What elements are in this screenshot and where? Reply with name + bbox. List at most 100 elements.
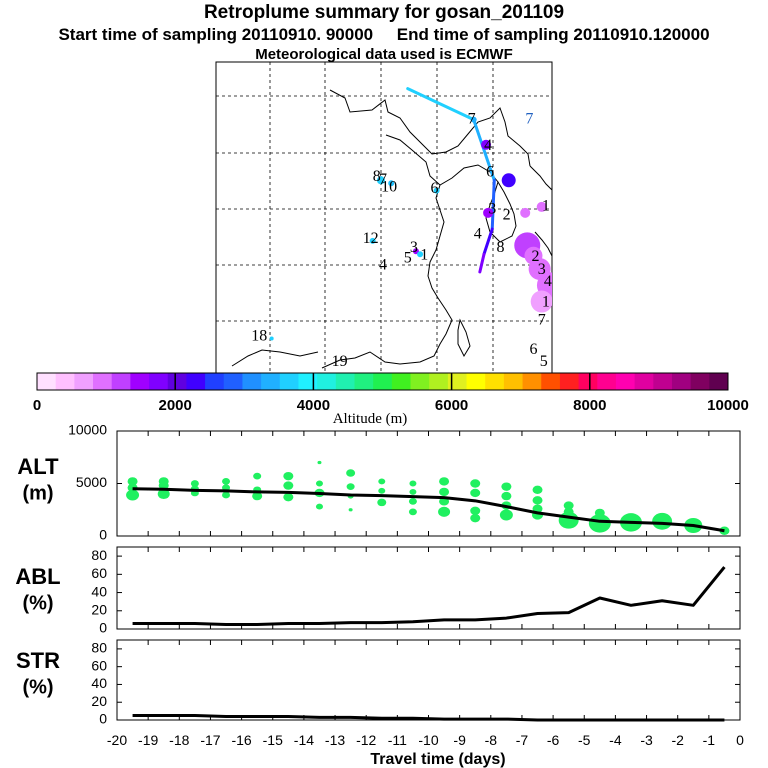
coastline-japan-kyushu bbox=[534, 231, 552, 257]
map-day-label: 2 bbox=[532, 248, 540, 265]
colorbar-swatch bbox=[55, 373, 75, 390]
alt-scatter-point bbox=[157, 488, 170, 500]
colorbar-tick-label: 6000 bbox=[435, 397, 468, 414]
map-frame bbox=[215, 61, 553, 375]
colorbar-swatch bbox=[111, 373, 131, 390]
alt-scatter-point bbox=[532, 504, 543, 513]
trajectory-segment bbox=[478, 252, 486, 274]
trajectory-segment bbox=[482, 227, 494, 256]
map-day-label: 7 bbox=[379, 171, 387, 188]
x-tick-label: 0 bbox=[736, 732, 744, 748]
x-tick-label: -14 bbox=[294, 732, 314, 748]
x-tick-label: -1 bbox=[703, 732, 716, 748]
map-day-label: 19 bbox=[332, 353, 348, 370]
abl-ylabel: ABL bbox=[15, 564, 60, 589]
alt-scatter-point bbox=[499, 509, 513, 521]
residence-bubble bbox=[269, 336, 274, 341]
x-tick-label: -2 bbox=[671, 732, 684, 748]
map-day-label: 8 bbox=[373, 168, 381, 185]
alt-scatter-point bbox=[315, 503, 323, 510]
x-tick-label: -5 bbox=[578, 732, 591, 748]
map-day-label: 6 bbox=[529, 341, 537, 358]
str-ylabel: STR bbox=[16, 648, 60, 673]
colorbar-swatch bbox=[391, 373, 412, 390]
sampling-times: Start time of sampling 20110910. 90000 E… bbox=[0, 25, 768, 45]
end-time-label: End time of sampling 20110910.120000 bbox=[396, 25, 710, 44]
colorbar-swatch bbox=[466, 373, 486, 390]
alt-scatter-point bbox=[252, 491, 263, 501]
colorbar-swatch bbox=[242, 373, 262, 390]
alt-scatter-point bbox=[283, 492, 294, 502]
map-day-label: 4 bbox=[474, 226, 482, 243]
colorbar-tick-label: 10000 bbox=[707, 397, 749, 414]
colorbar-swatch bbox=[279, 373, 299, 390]
x-tick-label: -4 bbox=[609, 732, 622, 748]
residence-bubble bbox=[369, 237, 376, 244]
x-tick-label: -16 bbox=[231, 732, 251, 748]
residence-bubble bbox=[530, 290, 552, 313]
colorbar-swatch bbox=[541, 373, 561, 390]
residence-bubble bbox=[483, 207, 494, 218]
colorbar-swatch bbox=[186, 373, 206, 390]
trajectory-segment bbox=[472, 118, 496, 182]
trajectory-path bbox=[406, 87, 496, 274]
start-time-label: Start time of sampling 20110910. 90000 bbox=[58, 25, 374, 44]
alt-panel-frame bbox=[116, 430, 741, 537]
map-day-label: 2 bbox=[503, 206, 511, 223]
alt-scatter-point bbox=[377, 498, 387, 507]
x-tick-label: -13 bbox=[325, 732, 345, 748]
alt-scatter-point bbox=[470, 506, 481, 515]
colorbar-swatch bbox=[205, 373, 225, 390]
x-tick-label: -19 bbox=[138, 732, 158, 748]
colorbar-swatch bbox=[130, 373, 150, 390]
colorbar-swatch bbox=[167, 373, 187, 390]
x-tick-label: -17 bbox=[200, 732, 220, 748]
alt-scatter-point bbox=[378, 487, 386, 494]
alt-scatter-point bbox=[348, 508, 353, 512]
alt-scatter-point bbox=[158, 481, 169, 490]
x-axis: -20 -19 -18 -17 -16 -15 -14 -13 -12 -11 -10 -9 -8 -7-… bbox=[107, 732, 744, 768]
residence-bubbles bbox=[269, 116, 552, 341]
abl-series-line bbox=[132, 566, 726, 626]
alt-scatter-point bbox=[408, 497, 417, 505]
abl-ytick-label: 20 bbox=[91, 601, 107, 617]
colorbar-swatch bbox=[74, 373, 94, 390]
map-day-label: 5 bbox=[404, 249, 412, 266]
str-ylabel-unit: (%) bbox=[22, 676, 53, 698]
abl-panel: 0 20 40 60 80 ABL (%) bbox=[15, 546, 741, 636]
alt-scatter-point bbox=[222, 491, 231, 499]
colorbar-swatch bbox=[709, 373, 729, 390]
map-gridlines bbox=[216, 62, 552, 374]
str-panel-frame bbox=[116, 639, 741, 721]
alt-scatter-point bbox=[532, 485, 543, 494]
map-day-label: 12 bbox=[363, 230, 379, 247]
abl-ytick-label: 80 bbox=[91, 547, 107, 563]
alt-scatter-point bbox=[408, 508, 417, 516]
colorbar-swatch bbox=[317, 373, 337, 390]
x-tick-label: -10 bbox=[418, 732, 438, 748]
alt-scatter-point bbox=[470, 488, 481, 498]
colorbar-swatch bbox=[93, 373, 113, 390]
alt-scatter-point bbox=[317, 460, 322, 465]
alt-scatter-point bbox=[438, 506, 451, 517]
colorbar: 0 2000 4000 6000 8000 10000 Altitude (m) bbox=[33, 372, 749, 427]
residence-bubble bbox=[417, 251, 424, 258]
alt-scatter-point bbox=[652, 512, 673, 530]
alt-scatter-point bbox=[439, 477, 450, 486]
map-day-label: 10 bbox=[381, 178, 397, 195]
x-tick-label: -11 bbox=[388, 732, 407, 748]
alt-scatter-point bbox=[283, 481, 294, 490]
alt-scatter-point bbox=[409, 480, 417, 487]
alt-ytick-label: 0 bbox=[99, 527, 107, 543]
alt-ylabel-unit: (m) bbox=[22, 482, 53, 504]
map-day-label: 1 bbox=[542, 294, 550, 311]
colorbar-swatch bbox=[410, 373, 430, 390]
map-day-label: 4 bbox=[379, 257, 387, 274]
x-tick-label: -15 bbox=[263, 732, 283, 748]
colorbar-swatch bbox=[671, 373, 692, 390]
alt-scatter-point bbox=[346, 469, 356, 477]
alt-scatter-point bbox=[127, 477, 138, 486]
residence-bubble bbox=[412, 248, 419, 255]
alt-scatter-point bbox=[126, 489, 140, 501]
x-tick-label: -12 bbox=[356, 732, 376, 748]
